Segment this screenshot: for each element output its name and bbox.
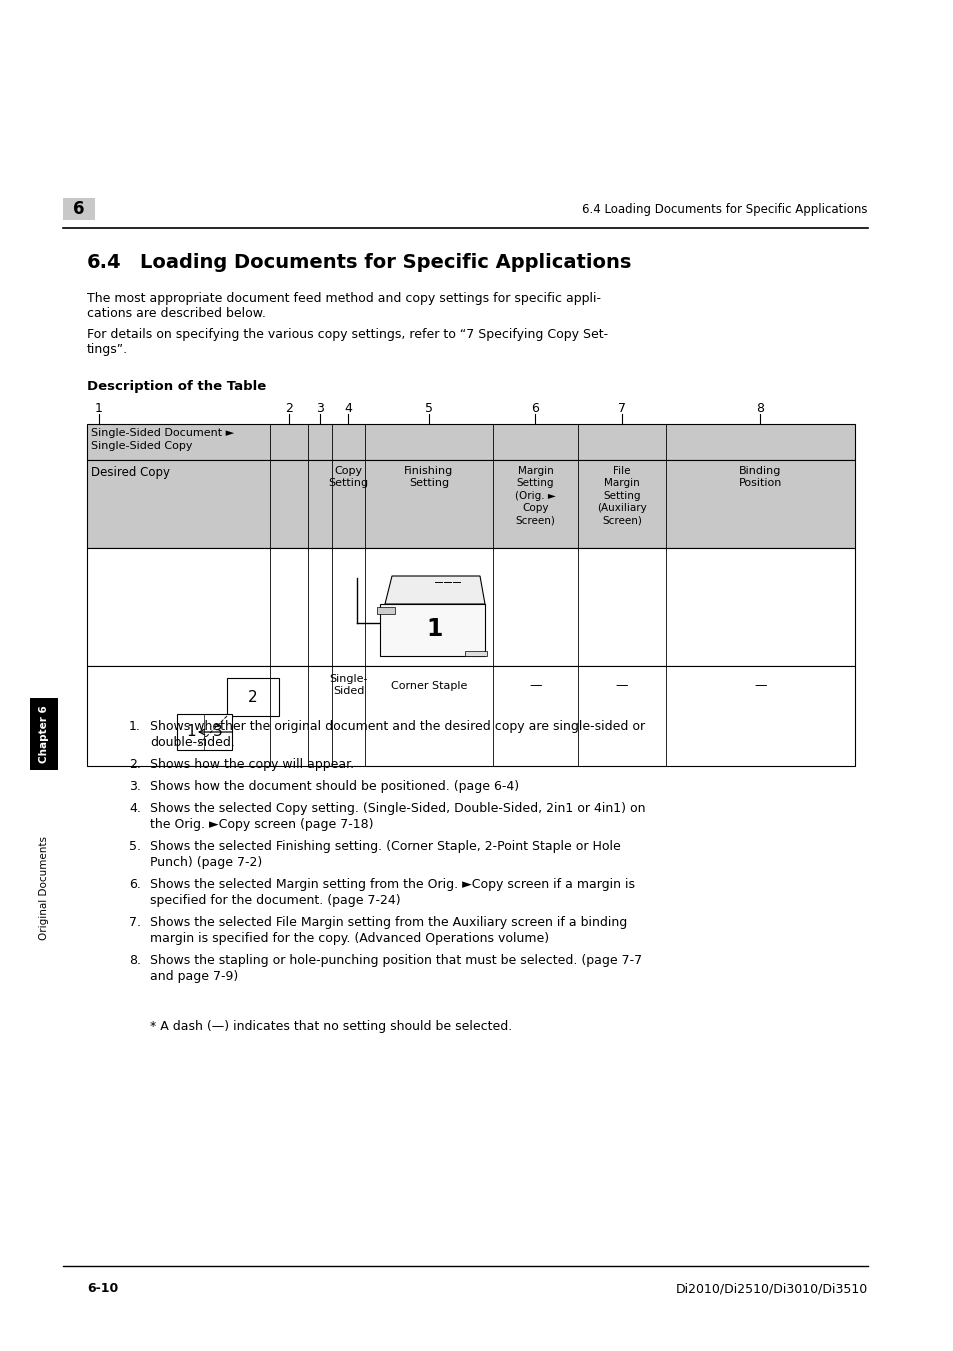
Text: Di2010/Di2510/Di3010/Di3510: Di2010/Di2510/Di3010/Di3510	[675, 1282, 867, 1296]
Text: 3: 3	[213, 724, 223, 739]
Text: double-sided.: double-sided.	[150, 736, 234, 748]
Text: Loading Documents for Specific Applications: Loading Documents for Specific Applicati…	[140, 253, 631, 272]
Text: margin is specified for the copy. (Advanced Operations volume): margin is specified for the copy. (Advan…	[150, 932, 549, 944]
Text: 6-10: 6-10	[87, 1282, 118, 1296]
Text: Chapter 6: Chapter 6	[39, 705, 49, 763]
Text: and page 7-9): and page 7-9)	[150, 970, 238, 984]
Text: The most appropriate document feed method and copy settings for specific appli-: The most appropriate document feed metho…	[87, 292, 600, 305]
Bar	[30, 698, 58, 770]
Text: Single-
Sided: Single- Sided	[329, 674, 367, 696]
Text: Shows the selected Margin setting from the Orig. ►Copy screen if a margin is: Shows the selected Margin setting from t…	[150, 878, 635, 892]
Text: 2: 2	[285, 403, 293, 415]
Text: 6.: 6.	[129, 878, 141, 892]
Text: For details on specifying the various copy settings, refer to “7 Specifying Copy: For details on specifying the various co…	[87, 328, 607, 340]
Bar	[87, 666, 854, 766]
Text: Shows the selected Copy setting. (Single-Sided, Double-Sided, 2in1 or 4in1) on: Shows the selected Copy setting. (Single…	[150, 802, 645, 815]
Bar	[464, 651, 486, 657]
Text: Shows how the document should be positioned. (page 6-4): Shows how the document should be positio…	[150, 780, 518, 793]
Text: 5: 5	[424, 403, 433, 415]
Text: tings”.: tings”.	[87, 343, 128, 357]
Text: Shows whether the original document and the desired copy are single-sided or: Shows whether the original document and …	[150, 720, 644, 734]
Text: Margin
Setting
(Orig. ►
Copy
Screen): Margin Setting (Orig. ► Copy Screen)	[515, 466, 556, 526]
Text: 1: 1	[95, 403, 103, 415]
Bar	[379, 604, 484, 657]
Text: 6: 6	[531, 403, 538, 415]
Text: 7.: 7.	[129, 916, 141, 929]
Text: —: —	[529, 680, 541, 693]
Text: 1.: 1.	[129, 720, 141, 734]
Text: 5.: 5.	[129, 840, 141, 852]
Bar	[376, 607, 395, 613]
Text: 6.4: 6.4	[87, 253, 121, 272]
Text: Corner Staple: Corner Staple	[391, 681, 467, 690]
Bar	[87, 424, 854, 459]
Text: Shows the selected File Margin setting from the Auxiliary screen if a binding: Shows the selected File Margin setting f…	[150, 916, 626, 929]
Text: —: —	[754, 680, 766, 693]
Text: 6: 6	[73, 200, 85, 218]
Text: Shows the stapling or hole-punching position that must be selected. (page 7-7: Shows the stapling or hole-punching posi…	[150, 954, 641, 967]
Text: Desired Copy: Desired Copy	[91, 466, 170, 480]
Text: 4: 4	[344, 403, 352, 415]
Text: Original Documents: Original Documents	[39, 835, 49, 939]
Text: 1: 1	[426, 617, 442, 640]
Bar	[177, 713, 232, 750]
Text: File
Margin
Setting
(Auxiliary
Screen): File Margin Setting (Auxiliary Screen)	[597, 466, 646, 526]
Text: 3.: 3.	[129, 780, 141, 793]
Text: 4.: 4.	[129, 802, 141, 815]
Text: 7: 7	[618, 403, 625, 415]
Text: Shows the selected Finishing setting. (Corner Staple, 2-Point Staple or Hole: Shows the selected Finishing setting. (C…	[150, 840, 620, 852]
Bar	[227, 678, 278, 716]
Text: Binding
Position: Binding Position	[738, 466, 781, 489]
Text: specified for the document. (page 7-24): specified for the document. (page 7-24)	[150, 894, 400, 907]
Bar	[63, 199, 95, 220]
Text: * A dash (—) indicates that no setting should be selected.: * A dash (—) indicates that no setting s…	[150, 1020, 512, 1034]
Text: 2.: 2.	[129, 758, 141, 771]
Text: Shows how the copy will appear.: Shows how the copy will appear.	[150, 758, 354, 771]
Text: Single-Sided Document ►
Single-Sided Copy: Single-Sided Document ► Single-Sided Cop…	[91, 428, 233, 451]
Text: Copy
Setting: Copy Setting	[328, 466, 368, 489]
Polygon shape	[385, 576, 484, 604]
Text: 1: 1	[186, 724, 195, 739]
Text: 8.: 8.	[129, 954, 141, 967]
Text: cations are described below.: cations are described below.	[87, 307, 266, 320]
Bar	[87, 549, 854, 666]
Text: 2: 2	[248, 689, 257, 704]
Text: Description of the Table: Description of the Table	[87, 380, 266, 393]
Text: 6.4 Loading Documents for Specific Applications: 6.4 Loading Documents for Specific Appli…	[582, 203, 867, 216]
Text: —: —	[615, 680, 628, 693]
Text: 3: 3	[315, 403, 324, 415]
Text: 8: 8	[756, 403, 763, 415]
Text: Finishing
Setting: Finishing Setting	[404, 466, 453, 489]
Bar	[87, 459, 854, 549]
Text: the Orig. ►Copy screen (page 7-18): the Orig. ►Copy screen (page 7-18)	[150, 817, 374, 831]
Text: Punch) (page 7-2): Punch) (page 7-2)	[150, 857, 262, 869]
